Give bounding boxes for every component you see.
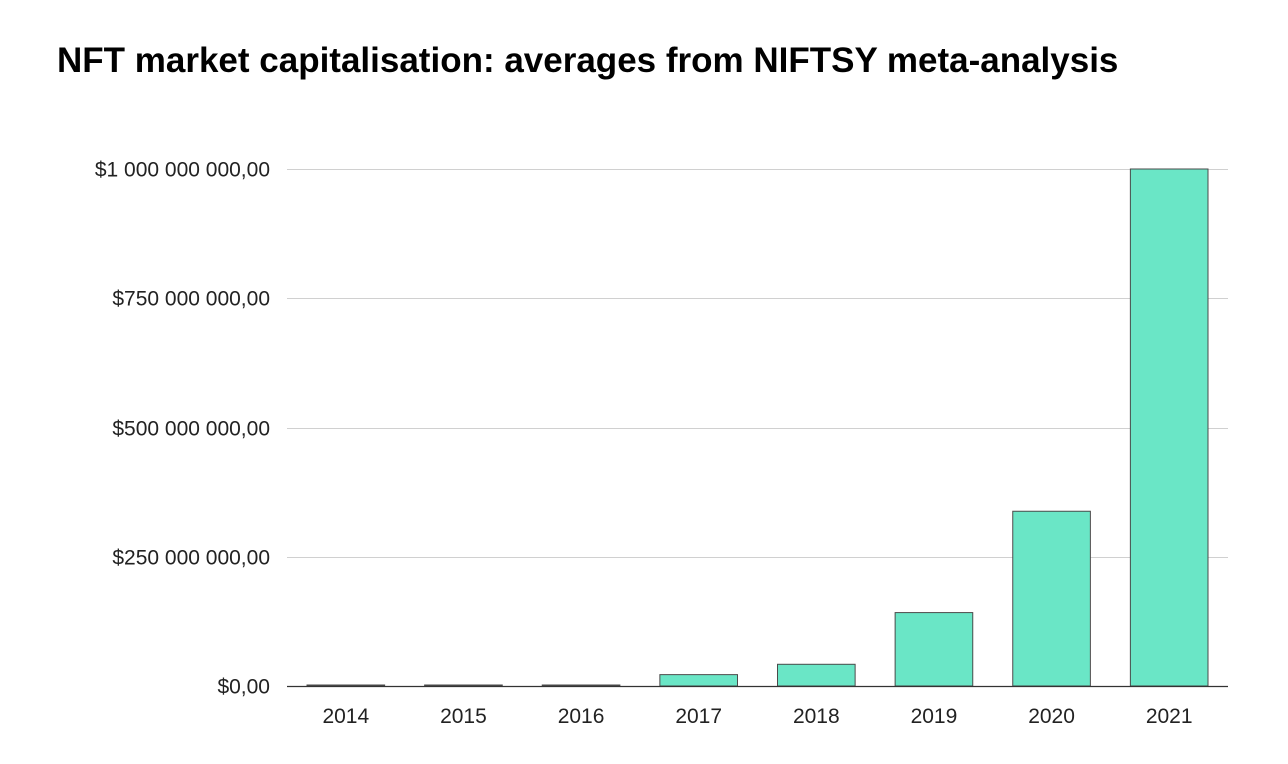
bar-2018: [777, 663, 856, 687]
bar-2017: [659, 674, 738, 687]
y-tick-labels: $0,00 $250 000 000,00 $500 000 000,00 $750 …: [95, 159, 270, 699]
y-tick-label: $1 000 000 000,00: [95, 159, 270, 182]
x-tick-label: 2017: [675, 705, 722, 728]
bar-2014: [306, 684, 386, 687]
bar-2015: [424, 684, 503, 687]
bars: [306, 168, 1209, 687]
x-tick-label: 2021: [1146, 705, 1193, 728]
x-tick-label: 2016: [558, 705, 605, 728]
x-tick-label: 2015: [440, 705, 487, 728]
y-tick-label: $0,00: [217, 676, 270, 699]
x-tick-label: 2019: [911, 705, 958, 728]
bar-2020: [1012, 510, 1091, 687]
x-tick-labels: 2014 2015 2016 2017 2018 2019 2020 2021: [322, 705, 1192, 728]
y-tick-label: $250 000 000,00: [112, 547, 270, 570]
bar-2019: [894, 612, 974, 687]
y-tick-label: $750 000 000,00: [112, 288, 270, 311]
x-tick-label: 2020: [1028, 705, 1075, 728]
bar-2016: [541, 684, 621, 687]
y-tick-label: $500 000 000,00: [112, 418, 270, 441]
x-tick-label: 2014: [322, 705, 369, 728]
gridlines: [287, 169, 1228, 558]
bar-2021: [1129, 168, 1209, 687]
chart-title: NFT market capitalisation: averages from…: [57, 41, 1119, 80]
x-tick-label: 2018: [793, 705, 840, 728]
